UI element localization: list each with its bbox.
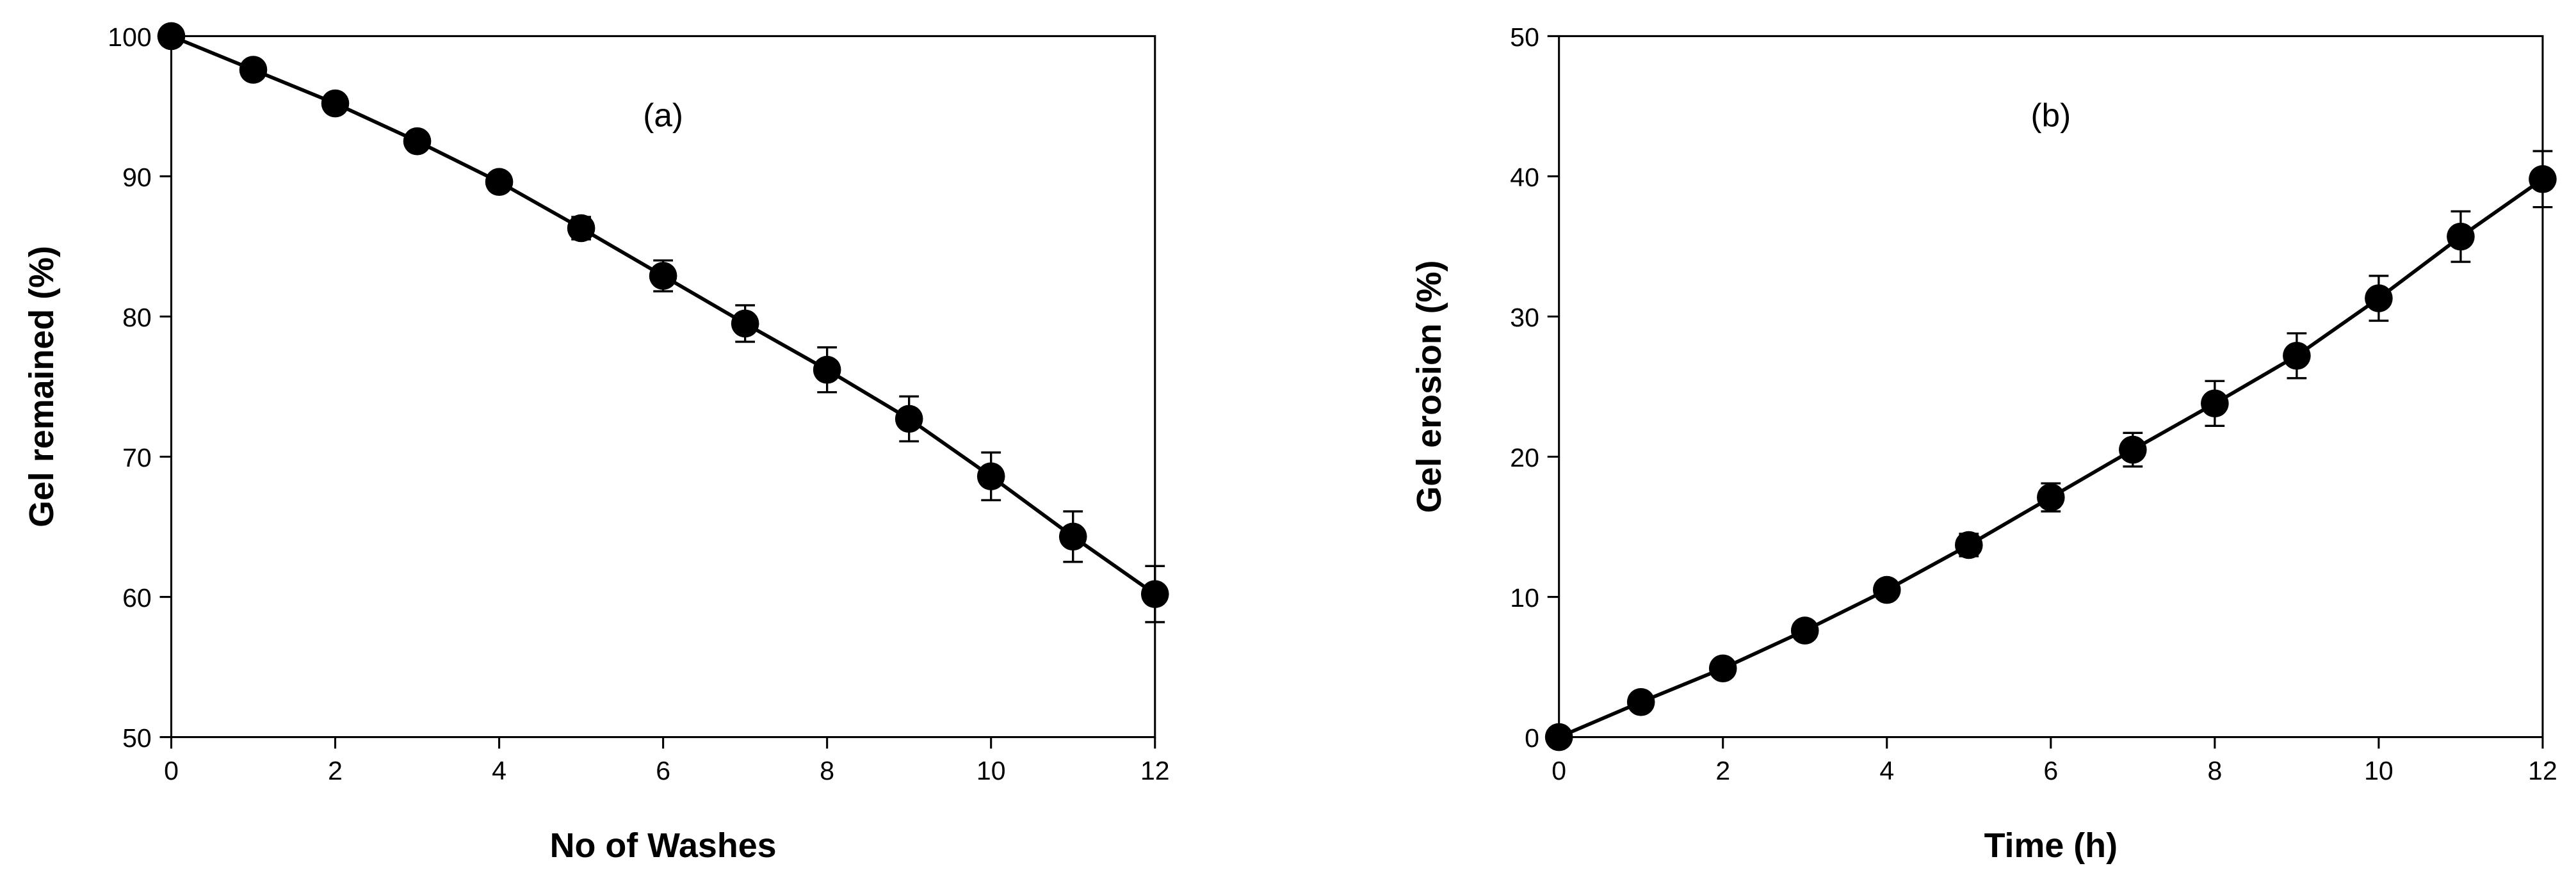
y-tick-label: 100 bbox=[108, 22, 151, 52]
plot-frame bbox=[1558, 35, 2544, 739]
data-point bbox=[1058, 522, 1087, 551]
data-point bbox=[1544, 723, 1573, 751]
data-point bbox=[1626, 688, 1655, 716]
data-point bbox=[2201, 389, 2229, 418]
data-point bbox=[1872, 575, 1901, 604]
data-point bbox=[649, 262, 677, 290]
y-tick-label: 30 bbox=[1510, 303, 1539, 332]
x-tick-label: 12 bbox=[1140, 756, 1170, 785]
x-tick-label: 0 bbox=[164, 756, 179, 785]
y-axis-label: Gel remained (%) bbox=[22, 246, 61, 527]
data-point bbox=[731, 309, 759, 338]
x-tick-label: 2 bbox=[328, 756, 343, 785]
x-tick-label: 0 bbox=[1551, 756, 1566, 785]
data-point bbox=[2447, 222, 2475, 251]
x-axis-label: Time (h) bbox=[1984, 826, 2118, 865]
chart-title: (a) bbox=[643, 97, 683, 133]
data-point bbox=[403, 127, 432, 156]
x-tick-label: 4 bbox=[1879, 756, 1894, 785]
chart-title: (b) bbox=[2030, 97, 2071, 133]
data-point bbox=[321, 89, 350, 118]
data-point bbox=[2037, 483, 2065, 511]
x-tick-label: 6 bbox=[656, 756, 670, 785]
data-point bbox=[567, 214, 595, 243]
data-point bbox=[895, 405, 923, 433]
y-tick-label: 40 bbox=[1510, 163, 1539, 192]
x-tick-label: 6 bbox=[2043, 756, 2058, 785]
x-tick-label: 8 bbox=[820, 756, 834, 785]
data-point bbox=[976, 462, 1005, 490]
data-point bbox=[813, 355, 841, 384]
data-point bbox=[2365, 284, 2393, 312]
x-tick-label: 12 bbox=[2528, 756, 2557, 785]
y-axis-label: Gel erosion (%) bbox=[1410, 261, 1448, 513]
data-point bbox=[1708, 654, 1737, 683]
y-tick-label: 70 bbox=[122, 443, 152, 472]
x-tick-label: 10 bbox=[2364, 756, 2394, 785]
x-tick-label: 10 bbox=[976, 756, 1006, 785]
y-tick-label: 50 bbox=[122, 723, 152, 753]
x-tick-label: 4 bbox=[492, 756, 506, 785]
data-point bbox=[1954, 531, 1983, 559]
y-tick-label: 0 bbox=[1525, 723, 1539, 753]
y-tick-label: 60 bbox=[122, 583, 152, 613]
data-point bbox=[157, 22, 186, 51]
x-axis-label: No of Washes bbox=[550, 826, 777, 865]
data-point bbox=[1140, 580, 1169, 608]
y-tick-label: 90 bbox=[122, 163, 152, 192]
data-point bbox=[239, 56, 268, 84]
y-tick-label: 10 bbox=[1510, 583, 1539, 613]
data-point bbox=[2119, 435, 2147, 464]
data-point bbox=[2283, 342, 2311, 370]
x-tick-label: 8 bbox=[2207, 756, 2222, 785]
x-tick-label: 2 bbox=[1715, 756, 1730, 785]
y-tick-label: 50 bbox=[1510, 22, 1539, 52]
y-tick-label: 80 bbox=[122, 303, 152, 332]
plot-frame bbox=[170, 35, 1156, 739]
data-line bbox=[1558, 177, 2544, 739]
data-point bbox=[485, 168, 514, 197]
data-point bbox=[2529, 165, 2557, 193]
data-point bbox=[1790, 616, 1819, 645]
y-tick-label: 20 bbox=[1510, 443, 1539, 472]
